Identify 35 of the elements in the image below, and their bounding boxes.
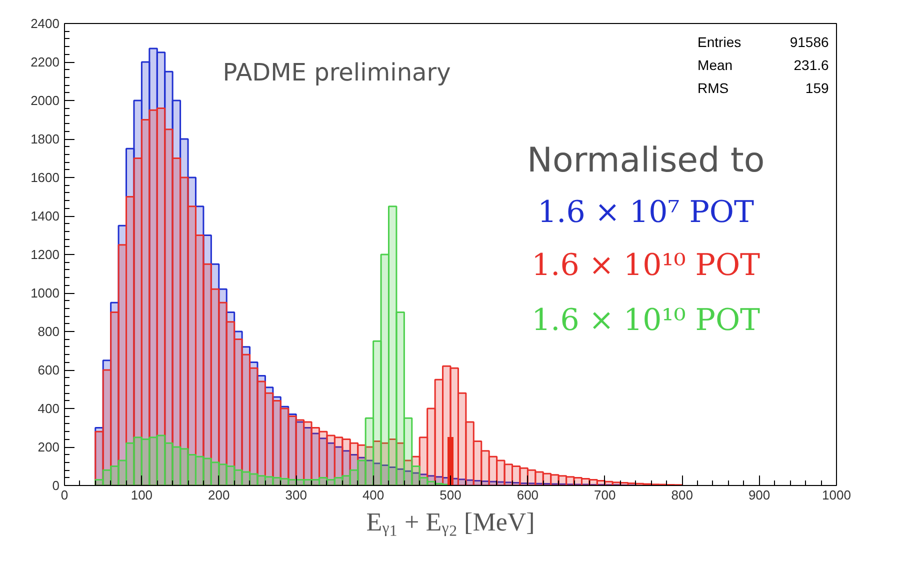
- y-tick-label: 2000: [30, 93, 60, 108]
- y-tick-label: 800: [38, 324, 60, 339]
- y-tick-label: 1400: [30, 208, 60, 224]
- x-tick-label: 800: [671, 488, 693, 502]
- text: 1.6 × 10⁷ POT: [538, 194, 754, 230]
- text: 1.6 × 10¹⁰ POT: [532, 303, 760, 338]
- annotation: Mean: [698, 57, 733, 74]
- annotation: 159: [805, 80, 829, 96]
- y-tick-label: 600: [38, 362, 60, 378]
- x-tick-label: 100: [130, 488, 153, 502]
- y-tick-label: 1000: [30, 286, 60, 300]
- x-tick-label: 300: [285, 488, 307, 502]
- y-tick-label: 2200: [30, 54, 60, 70]
- x-tick-label: 1000: [822, 488, 851, 502]
- y-tick-label: 1200: [30, 247, 60, 262]
- annotation: Normalised to: [527, 140, 765, 181]
- y-tick-label: 1800: [30, 132, 60, 146]
- x-axis-title: Eᵧ₁ + Eᵧ₂ [MeV]: [366, 508, 535, 536]
- y-tick-label: 400: [38, 401, 60, 416]
- x-tick-label: 500: [440, 488, 462, 502]
- annotation: PADME preliminary: [222, 58, 451, 86]
- x-tick-label: 700: [594, 488, 616, 502]
- y-tick-label: 1600: [30, 170, 60, 185]
- y-tick-label: 2400: [30, 16, 60, 31]
- annotation: Entries: [698, 34, 742, 50]
- text: 1.6 × 10¹⁰ POT: [532, 248, 760, 284]
- x-tick-label: 900: [748, 488, 770, 502]
- y-tick-label: 200: [38, 440, 60, 454]
- annotation: RMS: [698, 80, 729, 96]
- x-tick-label: 400: [362, 488, 384, 502]
- annotation: 91586: [790, 34, 829, 50]
- y-tick-label: 0: [52, 478, 60, 493]
- x-tick-label: 200: [208, 488, 230, 502]
- annotation: 231.6: [794, 57, 829, 74]
- x-tick-label: 600: [516, 488, 539, 502]
